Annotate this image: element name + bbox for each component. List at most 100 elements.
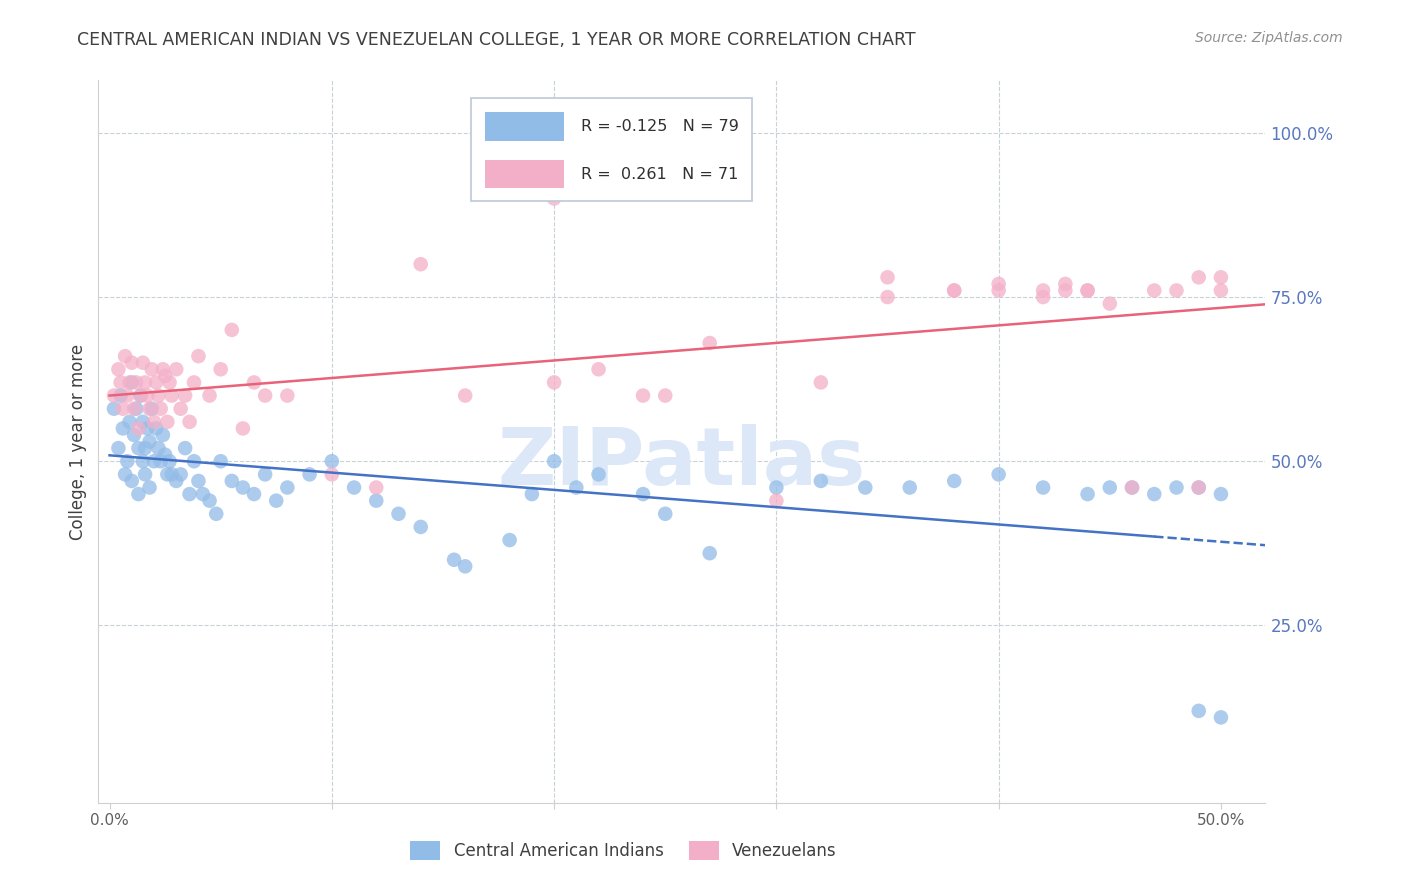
- Point: [454, 388, 477, 402]
- Point: [543, 454, 565, 468]
- Point: [209, 454, 232, 468]
- Point: [943, 474, 966, 488]
- Point: [132, 415, 155, 429]
- Point: [765, 481, 787, 495]
- Point: [1032, 481, 1054, 495]
- Point: [127, 441, 149, 455]
- Point: [243, 487, 266, 501]
- Point: [631, 487, 654, 501]
- Point: [145, 421, 167, 435]
- Point: [1077, 284, 1099, 298]
- Point: [141, 401, 163, 416]
- Point: [366, 481, 388, 495]
- Point: [543, 192, 565, 206]
- Point: [156, 415, 179, 429]
- Point: [198, 388, 221, 402]
- Point: [153, 368, 176, 383]
- Point: [138, 481, 160, 495]
- Point: [387, 507, 409, 521]
- Point: [1032, 284, 1054, 298]
- Point: [103, 388, 125, 402]
- Point: [110, 388, 132, 402]
- Point: [1143, 284, 1166, 298]
- Point: [134, 467, 156, 482]
- Point: [321, 467, 343, 482]
- Point: [209, 362, 232, 376]
- Point: [1054, 284, 1077, 298]
- Point: [183, 454, 205, 468]
- Point: [118, 376, 141, 390]
- Point: [1166, 284, 1188, 298]
- Point: [198, 493, 221, 508]
- FancyBboxPatch shape: [471, 98, 752, 201]
- Point: [366, 493, 388, 508]
- Point: [588, 467, 610, 482]
- Point: [543, 376, 565, 390]
- Point: [165, 362, 187, 376]
- Text: CENTRAL AMERICAN INDIAN VS VENEZUELAN COLLEGE, 1 YEAR OR MORE CORRELATION CHART: CENTRAL AMERICAN INDIAN VS VENEZUELAN CO…: [77, 31, 915, 49]
- Point: [565, 481, 588, 495]
- Bar: [485, 160, 564, 188]
- Point: [121, 376, 143, 390]
- Point: [631, 388, 654, 402]
- Point: [321, 454, 343, 468]
- Point: [1077, 284, 1099, 298]
- Point: [409, 520, 432, 534]
- Point: [179, 487, 201, 501]
- Bar: [485, 112, 564, 141]
- Point: [943, 284, 966, 298]
- Text: Source: ZipAtlas.com: Source: ZipAtlas.com: [1195, 31, 1343, 45]
- Point: [1032, 290, 1054, 304]
- Point: [121, 356, 143, 370]
- Point: [232, 421, 254, 435]
- Point: [191, 487, 214, 501]
- Point: [243, 376, 266, 390]
- Point: [148, 441, 170, 455]
- Point: [103, 401, 125, 416]
- Point: [1209, 270, 1232, 285]
- Point: [159, 454, 181, 468]
- Point: [254, 388, 277, 402]
- Point: [221, 323, 243, 337]
- Point: [183, 376, 205, 390]
- Point: [276, 388, 298, 402]
- Point: [987, 284, 1010, 298]
- Point: [810, 474, 832, 488]
- Point: [179, 415, 201, 429]
- Point: [254, 467, 277, 482]
- Point: [1098, 296, 1121, 310]
- Point: [187, 474, 209, 488]
- Point: [148, 388, 170, 402]
- Point: [454, 559, 477, 574]
- Point: [987, 277, 1010, 291]
- Point: [138, 401, 160, 416]
- Point: [1188, 481, 1211, 495]
- Point: [588, 362, 610, 376]
- Point: [699, 336, 721, 351]
- Point: [443, 553, 465, 567]
- Point: [654, 507, 676, 521]
- Point: [1166, 481, 1188, 495]
- Point: [853, 481, 876, 495]
- Point: [699, 546, 721, 560]
- Point: [1209, 487, 1232, 501]
- Y-axis label: College, 1 year or more: College, 1 year or more: [69, 343, 87, 540]
- Point: [1098, 481, 1121, 495]
- Point: [132, 356, 155, 370]
- Point: [1054, 277, 1077, 291]
- Point: [143, 415, 166, 429]
- Point: [152, 362, 174, 376]
- Point: [134, 441, 156, 455]
- Point: [136, 421, 159, 435]
- Point: [117, 454, 139, 468]
- Point: [1077, 487, 1099, 501]
- Point: [159, 376, 181, 390]
- Point: [298, 467, 321, 482]
- Point: [343, 481, 366, 495]
- Point: [149, 454, 172, 468]
- Point: [122, 428, 145, 442]
- Point: [129, 388, 152, 402]
- Point: [111, 421, 134, 435]
- Point: [498, 533, 520, 547]
- Point: [132, 454, 155, 468]
